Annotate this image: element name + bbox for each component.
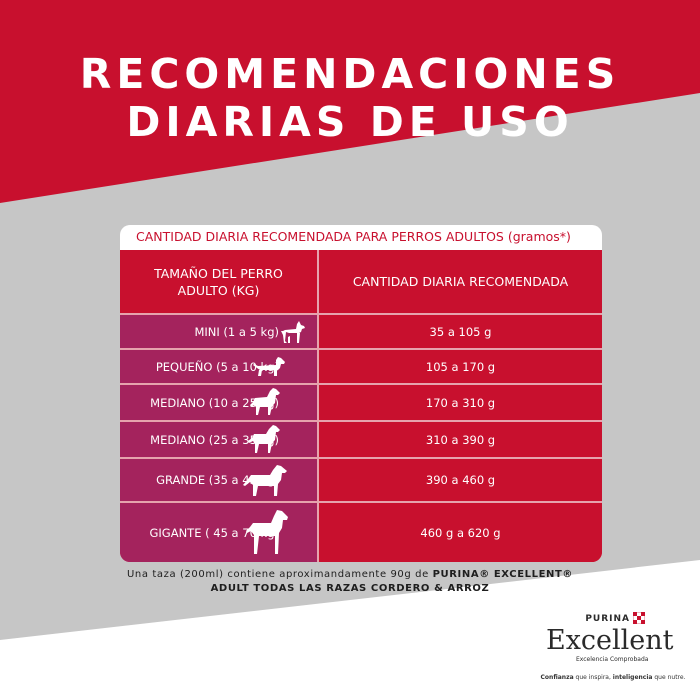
logo-tagline: Confianza que inspira, inteligencia que … — [540, 674, 686, 681]
footnote-line-2: ADULT TODAS LAS RAZAS CORDERO & ARROZ — [210, 583, 490, 594]
amount-value: 35 a 105 g — [429, 324, 492, 339]
row-divider — [120, 420, 602, 422]
amount-value: 105 a 170 g — [425, 359, 496, 374]
table-row: MEDIANO (10 a 25 kg) — [120, 385, 317, 420]
title-line-1: RECOMENDACIONES — [79, 50, 621, 98]
table-row: 170 a 310 g — [319, 385, 602, 420]
table-body: TAMAÑO DEL PERRO ADULTO (KG) MINI (1 a 5… — [120, 250, 602, 562]
size-label: PEQUEÑO (5 a 10 kg) — [155, 359, 279, 374]
table-row: 310 a 390 g — [319, 422, 602, 457]
purina-wordmark: PURINA — [585, 614, 630, 624]
size-label: GRANDE (35 a 45 kg) — [156, 473, 279, 487]
amount-value: 310 a 390 g — [425, 432, 496, 447]
size-label: GIGANTE ( 45 a 70 kg) — [149, 525, 280, 540]
page-title: RECOMENDACIONES DIARIAS DE USO — [0, 50, 700, 146]
table-row: 35 a 105 g — [319, 315, 602, 348]
footnote-line-1: Una taza (200ml) contiene aproximandamen… — [127, 569, 573, 580]
title-line-2: DIARIAS DE USO — [126, 98, 574, 146]
purina-checkerboard-icon — [633, 612, 645, 624]
table-row: GIGANTE ( 45 a 70 kg) — [120, 503, 317, 562]
column-divider — [317, 250, 319, 562]
amount-column: CANTIDAD DIARIA RECOMENDADA 35 a 105 g 1… — [319, 250, 602, 562]
table-row: GRANDE (35 a 45 kg) — [120, 459, 317, 501]
spaniel-dog-icon — [249, 387, 281, 418]
logo-subtitle: Excelencia Comprobada — [576, 656, 649, 663]
dachshund-dog-icon — [252, 356, 286, 378]
size-label: MEDIANO (25 a 35 kg) — [150, 432, 279, 447]
table-header: CANTIDAD DIARIA RECOMENDADA PARA PERROS … — [136, 229, 571, 244]
size-label: MINI (1 a 5 kg) — [194, 324, 279, 339]
row-divider — [120, 457, 602, 459]
purina-excellent-logo: PURINA Excellent Excelencia Comprobada C… — [540, 604, 690, 694]
table-row: 390 a 460 g — [319, 459, 602, 501]
amount-value: 170 a 310 g — [425, 395, 496, 410]
table-row: MEDIANO (25 a 35 kg) — [120, 422, 317, 457]
amount-value: 460 g a 620 g — [420, 525, 501, 540]
small-terrier-dog-icon — [280, 319, 306, 344]
retriever-dog-icon — [242, 464, 288, 498]
recommendation-table: CANTIDAD DIARIA RECOMENDADA PARA PERROS … — [120, 225, 602, 562]
row-divider — [120, 348, 602, 350]
amount-value: 390 a 460 g — [425, 473, 496, 487]
excellent-wordmark: Excellent — [546, 625, 674, 656]
size-column-header: TAMAÑO DEL PERRO ADULTO (KG) — [120, 250, 317, 313]
footnote-brand: PURINA® EXCELLENT® — [432, 569, 573, 580]
rottweiler-dog-icon — [245, 509, 289, 557]
table-row: PEQUEÑO (5 a 10 kg) — [120, 350, 317, 383]
row-divider — [120, 501, 602, 503]
size-column: TAMAÑO DEL PERRO ADULTO (KG) MINI (1 a 5… — [120, 250, 317, 562]
table-row: 105 a 170 g — [319, 350, 602, 383]
size-label: MEDIANO (10 a 25 kg) — [150, 395, 279, 410]
row-divider — [120, 313, 602, 315]
table-row: 460 g a 620 g — [319, 503, 602, 562]
amount-column-header: CANTIDAD DIARIA RECOMENDADA — [319, 250, 602, 313]
footnote: Una taza (200ml) contiene aproximandamen… — [0, 568, 700, 596]
row-divider — [120, 383, 602, 385]
setter-dog-icon — [247, 424, 281, 456]
